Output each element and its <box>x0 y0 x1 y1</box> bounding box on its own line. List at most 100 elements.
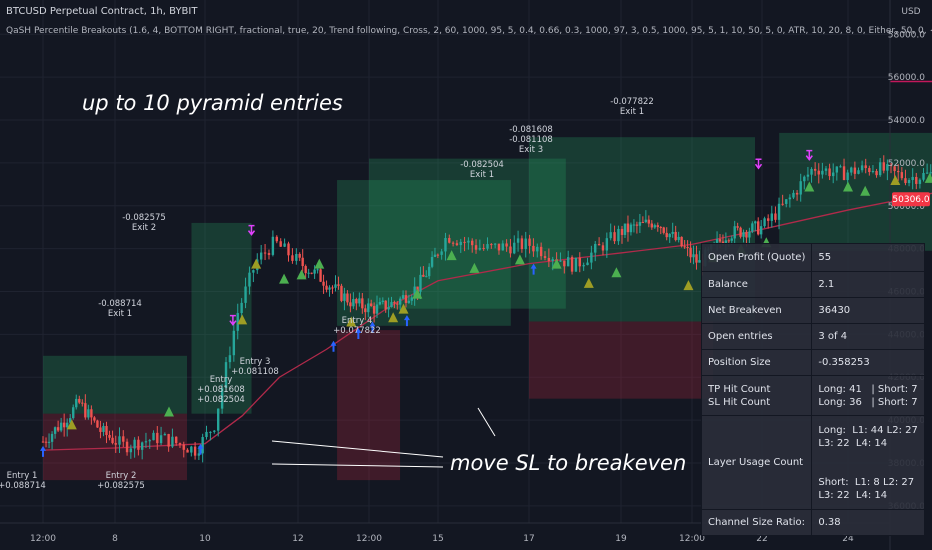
candle-body <box>96 420 99 428</box>
time-tick-label: 19 <box>615 534 627 544</box>
candle-body <box>325 285 328 290</box>
candle-body <box>739 227 742 237</box>
candle-body <box>653 225 656 228</box>
signal-triangle <box>551 258 562 269</box>
candle-body <box>105 426 108 435</box>
candle-body <box>228 355 232 363</box>
candle-body <box>259 252 263 260</box>
stats-row: Balance 2.1 <box>700 271 925 298</box>
signal-triangle <box>804 181 815 192</box>
candle-body <box>754 221 757 224</box>
candle-body <box>516 238 520 243</box>
signal-triangle <box>164 406 174 417</box>
entry-label: Entry 2 +0.082575 <box>97 471 145 491</box>
candle-body <box>84 403 87 418</box>
candle-body <box>283 243 286 247</box>
candle-body <box>467 240 470 243</box>
candle-body <box>263 252 267 254</box>
candle-body <box>167 434 170 447</box>
candle-body <box>647 219 651 224</box>
stats-key: Position Size <box>700 349 813 376</box>
candle-body <box>291 255 294 261</box>
take-profit-zone <box>43 355 187 414</box>
candle-body <box>319 269 322 282</box>
indicator-settings: QaSH Percentile Breakouts (1.6, 4, BOTTO… <box>6 26 932 36</box>
label-line: Exit 1 <box>470 170 494 180</box>
candle-body <box>407 300 411 303</box>
time-tick-label: 17 <box>523 534 534 544</box>
candle-body <box>313 269 316 274</box>
candle-body <box>337 284 340 286</box>
candle-body <box>436 254 440 256</box>
candle-body <box>613 232 616 242</box>
signal-triangle <box>860 185 871 196</box>
signal-triangle <box>890 175 901 186</box>
stats-value: 3 of 4 <box>811 323 925 350</box>
candle-body <box>832 172 835 177</box>
stats-row: Net Breakeven 36430 <box>700 297 925 324</box>
candle-body <box>422 274 425 277</box>
candle-body <box>641 222 645 224</box>
stats-key: Channel Size Ratio: <box>700 509 813 536</box>
callout-lines <box>271 407 496 468</box>
candle-body <box>459 241 462 246</box>
stats-value: 0.38 <box>811 509 925 536</box>
label-line: Exit 2 <box>132 223 156 233</box>
candle-body <box>205 431 208 438</box>
price-tick-label: 50000.0 <box>888 202 925 212</box>
candle-body <box>505 243 508 247</box>
exit-label: -0.081608 -0.081108 Exit 3 <box>509 125 553 155</box>
candle-body <box>425 276 428 278</box>
candle-body <box>471 240 474 246</box>
entry-arrow <box>369 321 376 333</box>
label-line: -0.082575 <box>122 213 166 223</box>
candle-body <box>355 298 358 304</box>
entry-arrow <box>530 263 537 275</box>
candle-body <box>730 238 733 241</box>
stats-value: 55 <box>811 243 925 272</box>
candle-body <box>727 240 731 242</box>
candle-body <box>171 436 174 447</box>
candle-body <box>331 287 334 289</box>
signal-triangle <box>924 172 932 183</box>
candle-body <box>248 272 251 287</box>
signal-triangle <box>388 312 399 323</box>
entry-arrow <box>197 443 204 455</box>
entry-label: Entry 1 +0.088714 <box>0 471 46 491</box>
label-line: Exit 3 <box>519 145 543 155</box>
candle-body <box>536 246 539 252</box>
candle-body <box>463 241 466 243</box>
candle-body <box>444 237 447 252</box>
label-line: Entry 4 <box>342 316 373 326</box>
candle-body <box>301 257 304 267</box>
candle-body <box>692 254 695 258</box>
stop-loss-zone <box>529 321 713 399</box>
signal-triangle <box>346 316 357 327</box>
candle-body <box>918 179 922 184</box>
candle-body <box>217 408 220 431</box>
candle-body <box>742 232 745 237</box>
candle-body <box>361 298 364 309</box>
candle-body <box>404 295 408 303</box>
candle-body <box>122 436 125 442</box>
candle-body <box>781 203 784 205</box>
candle-body <box>524 238 527 250</box>
candle-body <box>821 170 824 175</box>
candle-body <box>240 302 243 314</box>
candle-body <box>75 398 78 408</box>
candle-body <box>148 440 151 442</box>
candle-body <box>90 409 93 418</box>
signal-triangle <box>843 181 853 192</box>
candle-body <box>763 218 766 227</box>
candle-body <box>156 432 159 444</box>
candle-body <box>620 228 624 235</box>
candle-body <box>53 427 57 434</box>
candle-body <box>129 448 133 453</box>
label-line: Entry <box>210 375 233 385</box>
last-price-label: 50306.0 <box>892 195 929 205</box>
signal-triangle <box>683 280 694 291</box>
candle-body <box>322 281 325 286</box>
time-tick-label: 12 <box>292 534 303 544</box>
